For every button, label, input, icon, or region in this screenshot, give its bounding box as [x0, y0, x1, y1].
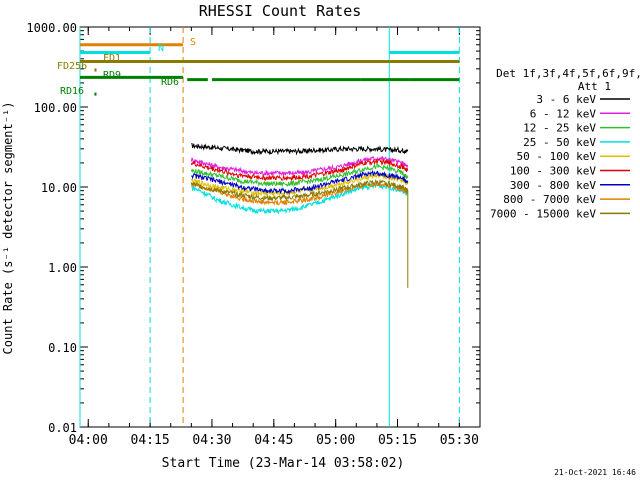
flag-label-rd6: RD6	[161, 77, 179, 88]
plot-frame	[79, 26, 481, 428]
y-tick-label: 1.00	[48, 261, 77, 275]
y-tick-label: 100.00	[34, 101, 77, 115]
flag-label-fd1: FD1	[103, 53, 121, 64]
flag-label-fd256: FD256	[57, 61, 87, 72]
y-tick-label: 0.10	[48, 341, 77, 355]
legend-label-6-12-kev: 6 - 12 keV	[530, 107, 597, 120]
x-tick-label: 05:00	[316, 433, 355, 448]
legend-label-7000-15000-kev: 7000 - 15000 keV	[490, 207, 596, 220]
legend-label-25-50-kev: 25 - 50 keV	[523, 136, 596, 149]
x-tick-label: 05:15	[378, 433, 417, 448]
series-line-100-300-kev	[190, 158, 409, 182]
legend-label-100-300-kev: 100 - 300 keV	[510, 165, 596, 178]
y-tick-label: 0.01	[48, 421, 77, 435]
chart-title: RHESSI Count Rates	[199, 2, 362, 20]
legend: Det 1f,3f,4f,5f,6f,9f, Att 1 3 - 6 keV6 …	[490, 67, 640, 220]
x-tick-label: 04:00	[69, 433, 108, 448]
flag-label-n: N	[158, 43, 164, 54]
legend-header-line-1: Det 1f,3f,4f,5f,6f,9f,	[496, 67, 640, 80]
flag-label-s: S	[190, 37, 196, 48]
series-line-3-6-kev	[191, 143, 409, 156]
footer-date: 21-Oct-2021 16:46	[554, 468, 636, 477]
x-tick-label: 05:30	[440, 433, 479, 448]
x-axis-label: Start Time (23-Mar-14 03:58:02)	[162, 456, 405, 471]
x-tick-label: 04:45	[254, 433, 293, 448]
y-tick-label: 10.00	[41, 181, 77, 195]
y-tick-label: 1000.00	[26, 21, 77, 35]
legend-label-800-7000-kev: 800 - 7000 keV	[503, 193, 596, 206]
y-axis-label: Count Rate (s⁻¹ detector segment⁻¹)	[1, 102, 15, 355]
flag-label-rd9: RD9	[103, 70, 121, 81]
flag-label-rd16: RD16	[60, 86, 84, 97]
legend-header-line-2: Att 1	[578, 80, 611, 93]
series-line-25-50-kev	[191, 183, 409, 215]
series-line-12-25-kev	[190, 163, 409, 188]
series-line-7000-15000-kev	[190, 178, 409, 288]
legend-label-12-25-kev: 12 - 25 keV	[523, 122, 596, 135]
x-tick-label: 04:15	[131, 433, 170, 448]
series-line-6-12-kev	[190, 155, 409, 177]
series-line-300-800-kev	[191, 169, 409, 196]
legend-label-50-100-kev: 50 - 100 keV	[517, 150, 597, 163]
legend-label-3-6-kev: 3 - 6 keV	[536, 93, 596, 106]
x-tick-label: 04:30	[192, 433, 231, 448]
legend-label-300-800-kev: 300 - 800 keV	[510, 179, 596, 192]
